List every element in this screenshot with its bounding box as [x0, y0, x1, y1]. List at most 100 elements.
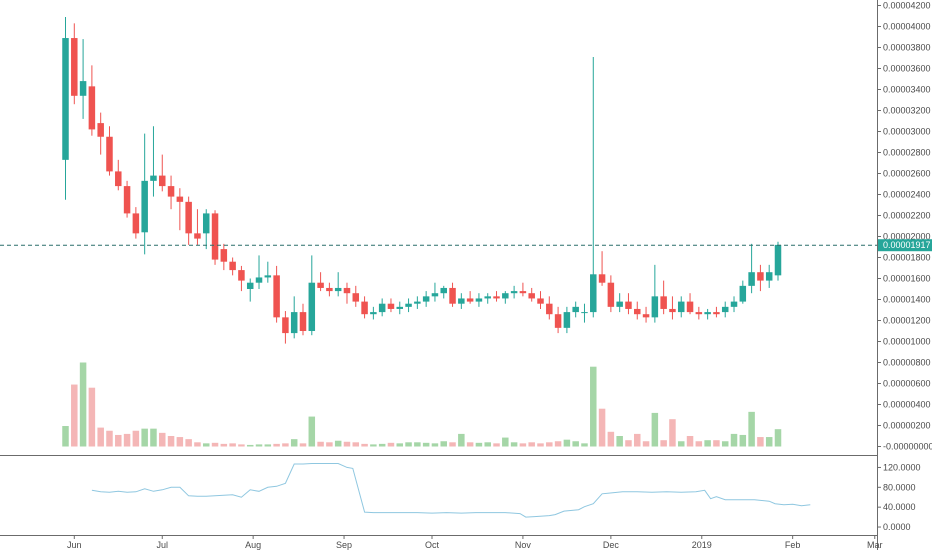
- candle: [449, 282, 456, 307]
- volume-bar: [62, 426, 69, 447]
- price-tick-label: 0.00002400: [883, 190, 931, 200]
- volume-bar: [422, 442, 430, 447]
- candle: [774, 241, 782, 281]
- candle-body: [765, 272, 773, 281]
- volume-bar: [211, 442, 219, 447]
- volume-bar: [88, 387, 96, 447]
- volume-bar: [229, 443, 236, 447]
- volume-bar: [290, 439, 298, 447]
- volume-bar: [246, 444, 254, 447]
- volume-bar: [79, 362, 87, 447]
- candle-body: [563, 312, 571, 328]
- candle: [748, 243, 755, 294]
- volume-bar: [150, 428, 157, 447]
- candle: [590, 56, 597, 318]
- candle: [194, 209, 201, 245]
- candle: [220, 243, 228, 271]
- volume-bar: [598, 408, 606, 447]
- candle-body: [677, 301, 685, 313]
- candle: [282, 311, 289, 344]
- oscillator-line: [91, 463, 811, 518]
- candle-body: [704, 312, 711, 315]
- candle: [431, 282, 439, 302]
- price-tick-label: 0.00000800: [883, 358, 931, 368]
- candle-body: [440, 287, 447, 294]
- candle: [563, 306, 571, 334]
- candle: [519, 282, 527, 297]
- candle: [159, 154, 166, 192]
- volume-bar: [642, 441, 650, 447]
- volume-bar: [581, 443, 588, 447]
- price-tick-label: 0.00002000: [883, 232, 931, 242]
- candle-body: [634, 308, 641, 315]
- volume-bar: [458, 433, 465, 447]
- volume-bar: [449, 442, 456, 447]
- volume-bar: [502, 437, 509, 447]
- volume-bar: [748, 411, 755, 447]
- volume-bar: [510, 442, 518, 447]
- price-tick-label: 0.00003000: [883, 127, 931, 137]
- price-tick-label: 0.00001000: [883, 337, 931, 347]
- volume-bar: [660, 440, 667, 447]
- candle-body: [159, 175, 166, 187]
- candle-body: [370, 312, 377, 315]
- candle-body: [651, 296, 659, 318]
- candle-body: [246, 282, 254, 289]
- volume-bar: [167, 436, 175, 447]
- candle: [484, 293, 491, 304]
- candle-body: [273, 275, 280, 318]
- candle-body: [757, 272, 764, 281]
- candle-body: [220, 249, 228, 262]
- candle: [317, 272, 324, 292]
- candle-body: [528, 293, 535, 299]
- candle-body: [167, 186, 175, 197]
- volume-bar: [730, 433, 738, 447]
- price-tick-label: 0.00003600: [883, 64, 931, 74]
- volume-bar: [484, 442, 491, 447]
- volume-bar: [282, 443, 289, 447]
- volume-bar: [528, 442, 535, 447]
- candle-body: [721, 306, 729, 313]
- volume-bar: [273, 443, 280, 447]
- candle: [299, 303, 307, 336]
- volume-bar: [651, 412, 659, 447]
- candle-body: [519, 291, 527, 294]
- price-tick-label: 0.00003800: [883, 43, 931, 53]
- candle: [71, 23, 78, 105]
- candle-body: [255, 277, 263, 283]
- volume-bar: [563, 439, 571, 447]
- candle: [167, 175, 175, 210]
- volume-bar: [132, 430, 140, 447]
- candle-body: [669, 308, 676, 313]
- candle-body: [290, 312, 298, 334]
- price-tick-label: 0.00001800: [883, 253, 931, 263]
- candle-body: [62, 38, 69, 160]
- volume-bar: [466, 442, 474, 447]
- price-tick-label: 0.00001400: [883, 295, 931, 305]
- candle-body: [229, 261, 236, 271]
- time-tick-label: Sep: [336, 540, 352, 550]
- volume-bar: [607, 431, 615, 447]
- candle: [150, 126, 157, 197]
- candle: [79, 39, 87, 119]
- candle: [598, 251, 606, 286]
- candle-body: [625, 301, 632, 309]
- volume-bar: [713, 440, 720, 447]
- volume-bar: [695, 441, 703, 447]
- oscillator-tick-label: 40.0000: [883, 502, 916, 512]
- volume-bar: [396, 443, 404, 447]
- volume-bar: [317, 441, 324, 447]
- volume-bar: [669, 419, 676, 447]
- volume-bar: [141, 428, 148, 447]
- candle-body: [590, 274, 597, 313]
- candle: [528, 287, 535, 302]
- candle: [669, 296, 676, 320]
- candle-body: [537, 298, 544, 304]
- volume-bar: [176, 437, 184, 447]
- candle: [502, 291, 509, 304]
- candle-body: [686, 301, 694, 313]
- time-tick-label: Nov: [515, 540, 532, 550]
